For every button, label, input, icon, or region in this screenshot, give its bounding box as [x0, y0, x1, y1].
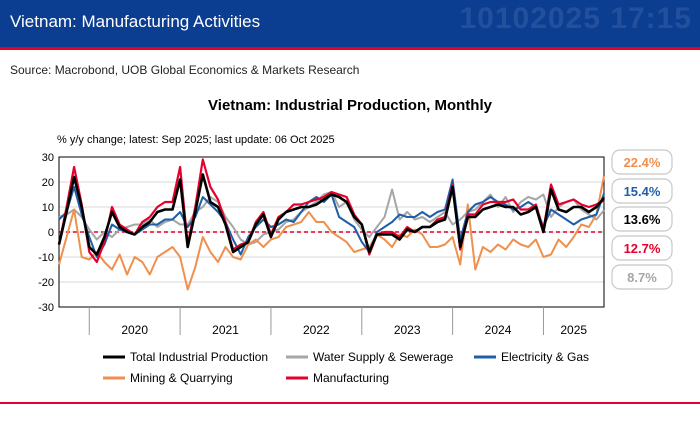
latest-value-label: 12.7% — [624, 241, 661, 256]
source-note: Source: Macrobond, UOB Global Economics … — [10, 63, 360, 77]
plot-border — [58, 156, 605, 308]
latest-value-box — [611, 206, 673, 232]
x-tick-label: 2023 — [394, 323, 421, 337]
legend-label: Electricity & Gas — [501, 350, 589, 364]
page-title: Vietnam: Manufacturing Activities — [10, 12, 261, 31]
series-line-total-industrial-production — [57, 173, 605, 256]
y-tick-label: -10 — [38, 252, 54, 264]
legend-label: Mining & Quarrying — [130, 371, 233, 385]
latest-value-box — [611, 178, 673, 204]
y-tick-label: 0 — [48, 227, 54, 239]
header-stripe — [0, 47, 700, 50]
series-line-manufacturing — [57, 158, 605, 264]
series-line-water-supply-sewerage — [58, 188, 605, 246]
x-tick-label: 2022 — [303, 323, 330, 337]
legend-label: Total Industrial Production — [130, 350, 268, 364]
y-tick-label: 30 — [42, 152, 54, 164]
latest-value-box — [611, 235, 673, 261]
footer-line — [0, 402, 700, 404]
chart-subtitle: % y/y change; latest: Sep 2025; last upd… — [57, 134, 335, 146]
legend-label: Water Supply & Sewerage — [313, 350, 454, 364]
y-tick-label: 20 — [42, 177, 54, 189]
x-tick-label: 2021 — [212, 323, 239, 337]
timestamp-watermark: 10102025 17:15 — [459, 2, 692, 35]
industrial-production-chart: Vietnam: Industrial Production, Monthly%… — [38, 97, 673, 385]
latest-value-label: 13.6% — [624, 212, 661, 227]
latest-value-label: 8.7% — [627, 270, 657, 285]
chart-title: Vietnam: Industrial Production, Monthly — [208, 97, 493, 114]
x-tick-label: 2025 — [560, 323, 587, 337]
y-tick-label: 10 — [42, 202, 54, 214]
header-banner: Vietnam: Manufacturing Activities 101020… — [0, 0, 700, 47]
x-tick-label: 2024 — [485, 323, 512, 337]
latest-value-label: 15.4% — [624, 184, 661, 199]
y-tick-label: -30 — [38, 302, 54, 314]
latest-value-box — [611, 264, 673, 290]
series-line-mining-quarrying — [58, 175, 605, 291]
legend-label: Manufacturing — [313, 371, 389, 385]
y-tick-label: -20 — [38, 277, 54, 289]
latest-value-label: 22.4% — [624, 155, 661, 170]
latest-value-box — [611, 149, 673, 175]
x-tick-label: 2020 — [121, 323, 148, 337]
